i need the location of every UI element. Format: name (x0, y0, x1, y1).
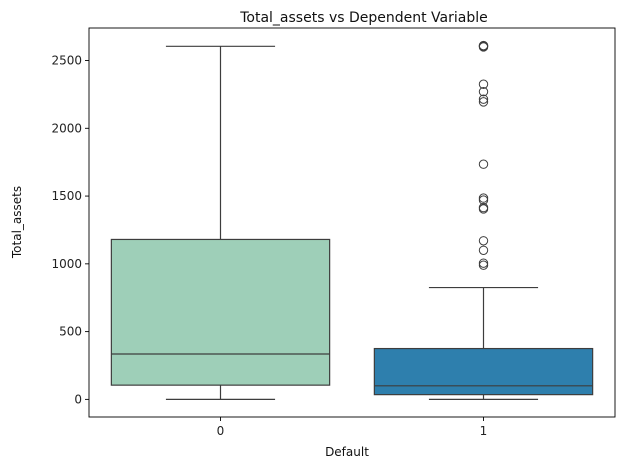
x-tick-label: 0 (217, 424, 225, 438)
y-tick-label: 1000 (51, 257, 82, 271)
outlier-point (478, 260, 489, 270)
plot-frame (88, 27, 616, 418)
x-axis-label: Default (325, 445, 369, 459)
x-tick-label: 1 (480, 424, 488, 438)
outlier-point (478, 87, 489, 97)
y-tick-label: 0 (74, 392, 82, 406)
y-tick-label: 2000 (51, 121, 82, 135)
outlier-point (478, 40, 489, 51)
iqr-box (373, 347, 594, 396)
box-group-0 (110, 45, 331, 400)
outlier-point (478, 236, 489, 246)
outlier-point (478, 202, 489, 213)
y-tick-label: 1500 (51, 189, 82, 203)
iqr-box (110, 238, 331, 386)
y-axis-label: Total_assets (10, 186, 24, 259)
outlier-point (478, 258, 489, 268)
outlier-point (478, 193, 489, 203)
y-tick-label: 500 (59, 325, 82, 339)
outlier-point (478, 97, 489, 107)
y-axis: 0 500 1000 1500 2000 2500 (51, 54, 89, 406)
outlier-point (478, 94, 489, 104)
outlier-point (478, 159, 489, 169)
plot-area (110, 40, 594, 400)
box-group-1 (373, 40, 594, 400)
outlier-point (478, 79, 489, 89)
outlier-point (478, 245, 489, 255)
chart-title: Total_assets vs Dependent Variable (239, 10, 488, 26)
y-tick-label: 2500 (51, 54, 82, 68)
